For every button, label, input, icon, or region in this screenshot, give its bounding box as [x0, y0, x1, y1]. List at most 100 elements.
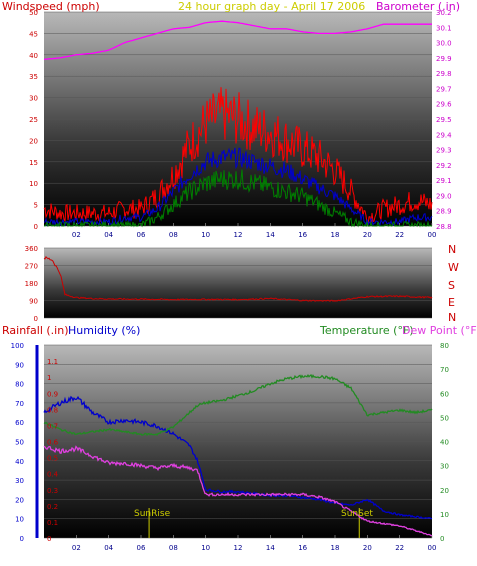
humidity-axis-title: Humidity (%) — [68, 324, 140, 337]
wind-x-tick: 16 — [298, 231, 307, 239]
wind-y-tick: 45 — [29, 30, 38, 38]
barometer-y-tick: 29.9 — [436, 55, 452, 63]
climate-x-tick: 08 — [169, 544, 178, 552]
direction-series — [43, 255, 433, 302]
barometer-y-tick: 30.1 — [436, 24, 452, 32]
wind-x-tick: 06 — [137, 231, 146, 239]
barometer-y-tick: 29.8 — [436, 70, 452, 78]
climate-x-tick: 10 — [201, 544, 210, 552]
wind-y-tick: 50 — [29, 9, 38, 17]
windspeed-axis-title: Windspeed (mph) — [2, 0, 100, 13]
direction-y-tick: 90 — [29, 298, 38, 306]
temperature-y-tick: 70 — [440, 366, 449, 374]
series-layer — [43, 20, 433, 537]
rain-y-tick: 1 — [47, 374, 51, 382]
wind-y-tick: 0 — [34, 223, 38, 231]
temperature-y-tick: 50 — [440, 414, 449, 422]
barometer-y-tick: 29.7 — [436, 85, 452, 93]
barometer-y-tick: 29.0 — [436, 192, 452, 200]
rain-y-tick: 0.5 — [47, 455, 58, 463]
rain-y-tick: 0 — [47, 535, 51, 543]
barometer-y-tick: 28.9 — [436, 208, 452, 216]
wind-x-tick: 00 — [428, 231, 437, 239]
rainfall-axis-title: Rainfall (.in) — [2, 324, 69, 337]
humidity-y-tick: 40 — [15, 458, 24, 466]
humidity-y-tick: 50 — [15, 439, 24, 447]
temperature-y-tick: 80 — [440, 342, 449, 350]
rain-y-tick: 1.1 — [47, 358, 58, 366]
rain-y-tick: 0.8 — [47, 406, 58, 414]
climate-x-tick: 00 — [428, 544, 437, 552]
barometer-y-tick: 29.2 — [436, 162, 452, 170]
wind-y-tick: 25 — [29, 116, 38, 124]
humidity-y-tick: 30 — [15, 477, 24, 485]
wind-y-tick: 5 — [34, 202, 38, 210]
temperature-y-tick: 60 — [440, 390, 449, 398]
barometer-y-tick: 28.8 — [436, 223, 452, 231]
climate-x-tick: 16 — [298, 544, 307, 552]
rain-y-tick: 0.9 — [47, 390, 58, 398]
humidity-y-tick: 70 — [15, 400, 24, 408]
direction-y-tick: 180 — [25, 280, 38, 288]
temperature-y-tick: 30 — [440, 463, 449, 471]
dewpoint-series — [43, 445, 433, 537]
chart-title: 24 hour graph day - April 17 2006 — [178, 0, 365, 13]
barometer-y-tick: 30.2 — [436, 9, 452, 17]
temperature-y-tick: 40 — [440, 439, 449, 447]
barometer-y-tick: 29.5 — [436, 116, 452, 124]
rain-y-tick: 0.7 — [47, 422, 58, 430]
barometer-series — [43, 20, 432, 61]
humidity-y-tick: 10 — [15, 516, 24, 524]
climate-x-tick: 02 — [72, 544, 81, 552]
wind-y-tick: 20 — [29, 137, 38, 145]
barometer-y-tick: 29.1 — [436, 177, 452, 185]
direction-y-tick: 360 — [25, 245, 38, 253]
rain-y-tick: 0.1 — [47, 519, 58, 527]
temperature-y-tick: 0 — [440, 535, 444, 543]
wind-y-tick: 10 — [29, 180, 38, 188]
direction-y-tick: 270 — [25, 263, 38, 271]
dewpoint-axis-title: Dew Point (°F) — [402, 324, 477, 337]
compass-n-top: N — [448, 243, 456, 256]
wind-x-tick: 12 — [234, 231, 243, 239]
rain-y-tick: 0.4 — [47, 471, 59, 479]
wind-x-tick: 14 — [266, 231, 275, 239]
wind-y-tick: 35 — [29, 73, 38, 81]
tick-labels: 0510152025303540455028.828.929.029.129.2… — [11, 9, 453, 552]
wind-x-tick: 02 — [72, 231, 81, 239]
compass-w: W — [448, 261, 459, 274]
humidity-series — [43, 395, 433, 520]
barometer-axis-title: Barometer (.in) — [376, 0, 460, 13]
compass-s: S — [448, 279, 455, 292]
wind-x-tick: 04 — [104, 231, 113, 239]
wind-y-tick: 15 — [29, 159, 38, 167]
barometer-y-tick: 29.6 — [436, 101, 452, 109]
sunrise-label: SunRise — [134, 509, 171, 519]
barometer-y-tick: 30.0 — [436, 40, 452, 48]
direction-y-tick: 0 — [34, 315, 38, 323]
compass-n-bottom: N — [448, 311, 456, 324]
climate-x-tick: 20 — [363, 544, 372, 552]
avg-wind-series — [43, 147, 433, 227]
climate-x-tick: 12 — [234, 544, 243, 552]
humidity-y-tick: 100 — [11, 342, 24, 350]
rain-y-tick: 0.3 — [47, 487, 58, 495]
climate-x-tick: 18 — [331, 544, 340, 552]
humidity-y-tick: 80 — [15, 381, 24, 389]
temperature-y-tick: 10 — [440, 511, 449, 519]
rain-y-tick: 0.6 — [47, 439, 59, 447]
barometer-y-tick: 29.4 — [436, 131, 452, 139]
wind-y-tick: 40 — [29, 52, 38, 60]
temperature-series — [43, 374, 433, 437]
compass-e: E — [448, 296, 455, 309]
wind-y-tick: 30 — [29, 95, 38, 103]
humidity-y-tick: 90 — [15, 361, 24, 369]
wind-x-tick: 08 — [169, 231, 178, 239]
temperature-axis-title: Temperature (°F) — [319, 324, 414, 337]
grid-lines — [44, 11, 433, 539]
climate-x-tick: 14 — [266, 544, 275, 552]
humidity-y-tick: 0 — [20, 535, 24, 543]
rain-y-tick: 0.2 — [47, 503, 58, 511]
